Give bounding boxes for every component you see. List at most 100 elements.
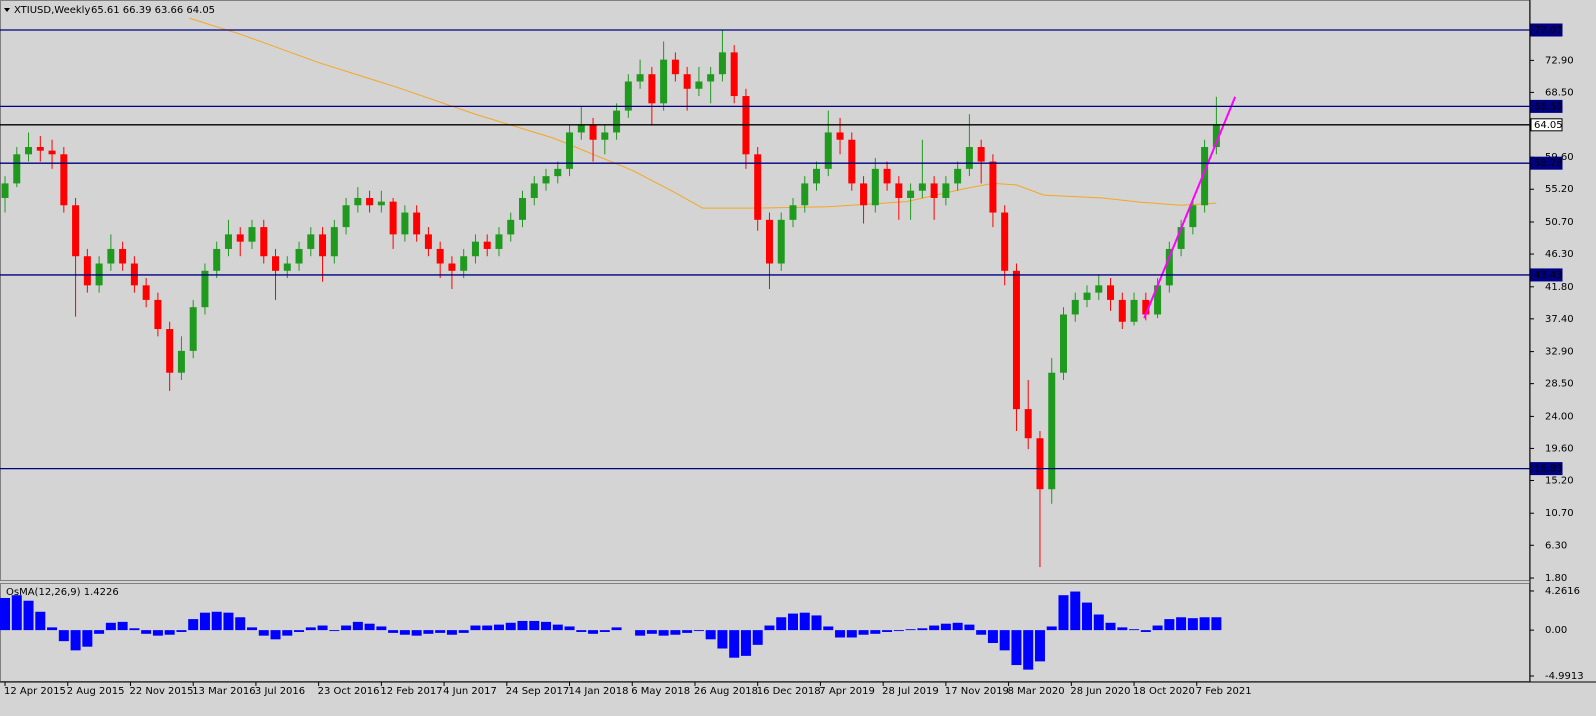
- candle-body: [695, 81, 703, 89]
- candle-body: [577, 125, 585, 133]
- menu-arrow: [4, 8, 10, 12]
- candle-body: [330, 227, 338, 257]
- candle-body: [13, 154, 21, 184]
- osma-bar: [376, 626, 387, 631]
- x-tick-label: 26 Aug 2018: [694, 686, 758, 697]
- candle-body: [448, 263, 456, 271]
- candle-body: [1, 183, 9, 198]
- candle-body: [272, 256, 280, 271]
- osma-bar: [541, 621, 552, 631]
- osma-bar: [823, 626, 834, 631]
- osma-bar: [893, 630, 904, 632]
- osma-bar: [223, 612, 234, 631]
- candle-body: [989, 161, 997, 213]
- x-tick-label: 7 Apr 2019: [819, 686, 874, 697]
- osma-bar: [11, 595, 22, 631]
- candle-body: [307, 234, 315, 249]
- osma-bar: [1093, 614, 1104, 631]
- osma-title: OsMA(12,26,9) 1.4226: [6, 587, 119, 598]
- osma-bar: [329, 630, 340, 632]
- osma-bar: [1023, 630, 1034, 670]
- osma-bar: [611, 627, 622, 631]
- candle-body: [201, 270, 209, 308]
- osma-bar: [552, 624, 563, 631]
- osma-bar: [58, 630, 69, 642]
- level-label-box: [1530, 268, 1563, 282]
- y-tick-label: 1.80: [1545, 573, 1567, 584]
- osma-bar: [35, 611, 46, 631]
- osma-bar: [341, 625, 352, 631]
- candle-body: [1177, 227, 1185, 249]
- candle-body: [283, 263, 291, 271]
- osma-bar: [776, 617, 787, 631]
- candle-body: [918, 183, 926, 191]
- osma-bar: [1034, 630, 1045, 662]
- osma-bar: [1164, 619, 1175, 631]
- osma-bar: [846, 630, 857, 638]
- osma-bar: [658, 630, 669, 636]
- osma-bar: [588, 630, 599, 634]
- candle-body: [119, 248, 127, 264]
- candle-body: [554, 168, 562, 177]
- candle-body: [648, 74, 656, 104]
- x-tick-label: 6 May 2018: [631, 686, 690, 697]
- y-tick-label: 50.70: [1545, 217, 1574, 228]
- osma-bar: [446, 630, 457, 635]
- level-label-box: [1530, 118, 1563, 132]
- osma-bar: [1058, 595, 1069, 631]
- candle-body: [601, 132, 609, 140]
- osma-bar: [752, 630, 763, 645]
- osma-bar: [1082, 602, 1093, 631]
- candle-body: [154, 299, 162, 330]
- candle-body: [801, 183, 809, 206]
- level-label: 16.83: [1534, 464, 1563, 475]
- candle-body: [1212, 124, 1220, 148]
- candle-body: [1024, 409, 1032, 439]
- x-tick-label: 28 Jun 2020: [1070, 686, 1130, 697]
- candle-body: [366, 197, 374, 206]
- osma-bar: [1011, 630, 1022, 666]
- osma-bar: [682, 630, 693, 633]
- candle-body: [1189, 205, 1197, 228]
- candle-body: [860, 183, 868, 206]
- candle-body: [1201, 147, 1209, 206]
- candle-body: [495, 234, 503, 249]
- candle-body: [1118, 299, 1126, 322]
- candle-body: [871, 168, 879, 206]
- osma-bar: [211, 611, 222, 631]
- osma-bar: [787, 613, 798, 631]
- osma-bar: [964, 624, 975, 631]
- candle-body: [707, 74, 715, 82]
- osma-bar: [1199, 617, 1210, 631]
- candle-body: [518, 197, 526, 220]
- candle-body: [177, 350, 185, 373]
- osma-bar: [258, 630, 269, 636]
- candle-body: [836, 132, 844, 140]
- candle-body: [354, 197, 362, 206]
- candle-body: [1107, 285, 1115, 300]
- osma-bar: [811, 615, 822, 631]
- osma-bar: [0, 597, 11, 631]
- osma-bar: [517, 620, 528, 631]
- candle-body: [777, 219, 785, 264]
- x-tick-label: 13 Mar 2016: [192, 686, 255, 697]
- candle-body: [389, 201, 397, 235]
- osma-bar: [1187, 618, 1198, 631]
- osma-bar: [599, 630, 610, 632]
- candle-body: [930, 183, 938, 198]
- candle-body: [660, 59, 668, 104]
- osma-bar: [117, 621, 128, 631]
- chart-title: XTIUSD,Weekly: [14, 5, 90, 16]
- y-tick-label: 24.00: [1545, 411, 1574, 422]
- candle-body: [224, 234, 232, 249]
- level-label: 58.78: [1534, 158, 1563, 169]
- osma-bar: [835, 630, 846, 638]
- candle-body: [754, 154, 762, 220]
- candle-body: [566, 132, 574, 169]
- osma-bar: [505, 622, 516, 631]
- candle-body: [1071, 299, 1079, 315]
- candle-body: [319, 234, 327, 257]
- osma-bar: [705, 630, 716, 640]
- y-tick-label: 0.00: [1545, 625, 1567, 636]
